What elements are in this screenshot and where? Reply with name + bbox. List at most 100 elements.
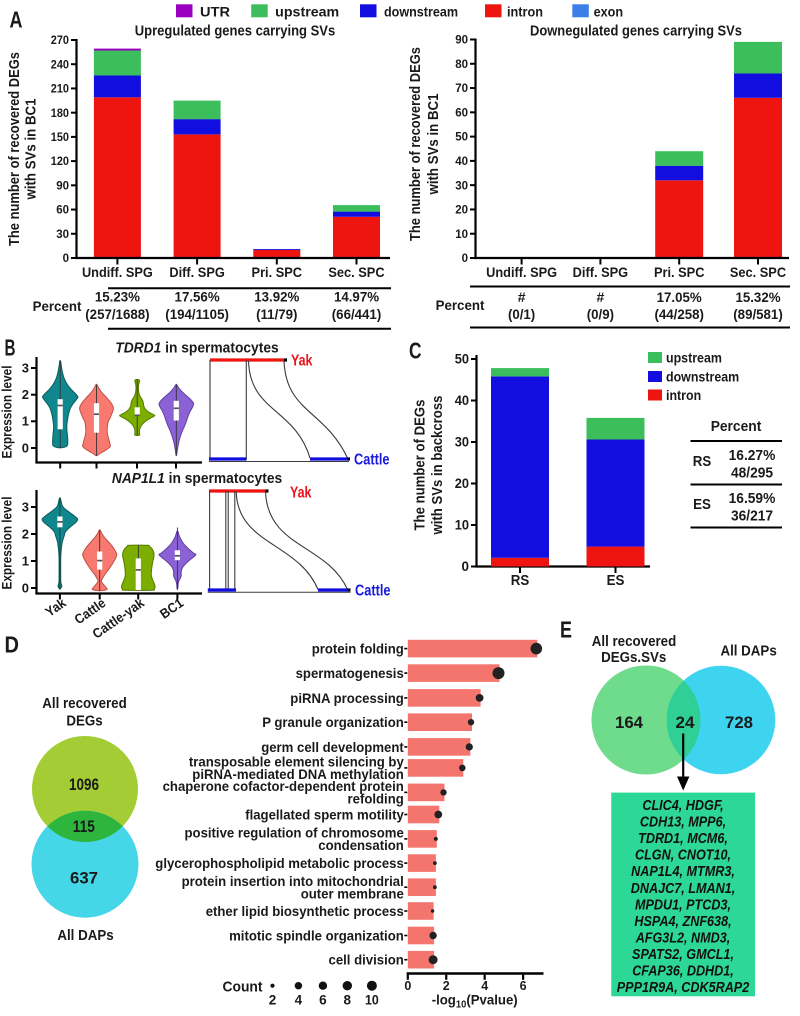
svg-text:DEGs.SVs: DEGs.SVs	[601, 650, 666, 666]
svg-text:70: 70	[455, 83, 468, 95]
svg-text:Yak: Yak	[291, 353, 313, 370]
svg-text:HSPA4, ZNF638,: HSPA4, ZNF638,	[634, 914, 731, 930]
svg-text:CLGN, CNOT10,: CLGN, CNOT10,	[635, 848, 731, 864]
svg-text:SPATS2, GMCL1,: SPATS2, GMCL1,	[632, 947, 734, 963]
svg-text:30: 30	[455, 180, 468, 192]
svg-text:0: 0	[461, 559, 469, 574]
svg-text:All DAPs: All DAPs	[720, 644, 776, 660]
svg-text:48/295: 48/295	[731, 466, 773, 482]
svg-text:mitotic spindle organization: mitotic spindle organization	[229, 927, 404, 943]
svg-text:Undiff. SPG: Undiff. SPG	[486, 264, 557, 280]
svg-text:PPP1R9A, CDK5RAP2: PPP1R9A, CDK5RAP2	[617, 980, 750, 996]
svg-text:4: 4	[481, 979, 488, 993]
svg-text:17.05%: 17.05%	[657, 289, 703, 305]
svg-text:upstream: upstream	[275, 4, 339, 20]
svg-text:0: 0	[22, 440, 29, 455]
svg-text:outer membrane: outer membrane	[301, 885, 404, 901]
svg-text:(194/1105): (194/1105)	[165, 306, 229, 322]
svg-text:NAP1L1 in spermatocytes: NAP1L1 in spermatocytes	[112, 470, 282, 487]
svg-text:(257/1688): (257/1688)	[85, 306, 149, 322]
svg-text:24: 24	[676, 714, 696, 732]
svg-text:40: 40	[455, 393, 469, 408]
svg-text:protein folding: protein folding	[312, 641, 404, 657]
svg-text:1: 1	[22, 553, 29, 568]
svg-text:30: 30	[455, 435, 469, 450]
svg-text:condensation: condensation	[318, 837, 404, 853]
svg-text:CDH13, MPP6,: CDH13, MPP6,	[640, 815, 726, 831]
svg-text:0: 0	[63, 253, 69, 265]
svg-text:with SVs in BC1: with SVs in BC1	[23, 99, 40, 201]
svg-text:CLIC4, HDGF,: CLIC4, HDGF,	[642, 798, 723, 814]
svg-text:20: 20	[455, 476, 469, 491]
svg-text:164: 164	[615, 714, 644, 732]
svg-text:60: 60	[56, 205, 69, 217]
svg-text:0: 0	[462, 253, 468, 265]
svg-text:ES: ES	[693, 497, 711, 513]
svg-text:Percent: Percent	[33, 298, 82, 314]
svg-text:30: 30	[56, 229, 69, 241]
svg-text:Expression level: Expression level	[0, 366, 15, 459]
svg-text:transposable element silencing: transposable element silencing by	[189, 754, 404, 770]
svg-text:All recovered: All recovered	[42, 696, 127, 712]
svg-text:intron: intron	[507, 4, 543, 20]
svg-text:Downegulated genes carrying SV: Downegulated genes carrying SVs	[530, 23, 742, 40]
svg-text:RS: RS	[511, 573, 530, 589]
svg-text:637: 637	[70, 870, 98, 888]
svg-text:4: 4	[295, 993, 303, 1008]
svg-text:DEGs: DEGs	[66, 714, 102, 730]
svg-text:90: 90	[455, 35, 468, 47]
svg-text:glycerophospholipid metabolic: glycerophospholipid metabolic process	[155, 855, 404, 871]
svg-text:#: #	[597, 289, 605, 305]
svg-text:Undiff. SPG: Undiff. SPG	[82, 264, 153, 280]
svg-text:6: 6	[319, 993, 327, 1008]
svg-text:MPDU1, PTCD3,: MPDU1, PTCD3,	[635, 897, 731, 913]
svg-text:refolding: refolding	[348, 791, 404, 807]
svg-text:positive regulation of chromos: positive regulation of chromosome	[185, 825, 404, 841]
svg-text:RS: RS	[693, 454, 712, 470]
svg-text:exon: exon	[594, 4, 624, 20]
svg-text:Expression level: Expression level	[0, 497, 15, 590]
svg-text:A: A	[10, 7, 23, 33]
svg-text:Cattle: Cattle	[355, 583, 391, 600]
svg-text:ether lipid biosynthetic proce: ether lipid biosynthetic process	[206, 903, 404, 919]
svg-text:115: 115	[73, 818, 95, 836]
svg-text:NAP1L4, MTMR3,: NAP1L4, MTMR3,	[631, 864, 735, 880]
svg-text:Sec. SPC: Sec. SPC	[328, 264, 384, 280]
svg-text:spermatogenesis: spermatogenesis	[296, 665, 404, 681]
svg-text:(44/258): (44/258)	[654, 306, 704, 322]
svg-text:UTR: UTR	[200, 4, 230, 20]
svg-text:The number of recovered DEGs: The number of recovered DEGs	[407, 47, 424, 241]
svg-text:2: 2	[22, 526, 29, 541]
svg-text:(0/1): (0/1)	[508, 306, 535, 322]
svg-text:The number of recovered DEGs: The number of recovered DEGs	[6, 52, 23, 246]
svg-text:1096: 1096	[69, 776, 99, 794]
svg-text:15.32%: 15.32%	[735, 289, 781, 305]
svg-text:piRNA processing: piRNA processing	[290, 690, 404, 706]
svg-text:14.97%: 14.97%	[334, 288, 380, 304]
svg-text:(11/79): (11/79)	[256, 306, 297, 322]
svg-text:16.27%: 16.27%	[729, 448, 776, 464]
svg-text:All DAPs: All DAPs	[57, 928, 113, 944]
svg-text:180: 180	[51, 108, 69, 120]
svg-text:TDRD1, MCM6,: TDRD1, MCM6,	[638, 831, 728, 847]
svg-text:(66/441): (66/441)	[332, 306, 382, 322]
svg-text:270: 270	[51, 35, 69, 47]
svg-text:Cattle: Cattle	[354, 452, 390, 469]
svg-text:6: 6	[520, 979, 527, 993]
svg-text:20: 20	[455, 205, 468, 217]
svg-text:intron: intron	[666, 388, 701, 403]
svg-text:protein insertion into mitocho: protein insertion into mitochondrial	[182, 873, 404, 889]
svg-text:piRNA-mediated DNA methylation: piRNA-mediated DNA methylation	[192, 766, 404, 782]
svg-text:80: 80	[455, 59, 468, 71]
svg-text:#: #	[518, 289, 526, 305]
svg-text:C: C	[409, 338, 422, 364]
svg-text:3: 3	[22, 499, 29, 514]
svg-text:728: 728	[725, 714, 753, 732]
svg-text:E: E	[560, 616, 572, 642]
svg-text:D: D	[5, 632, 20, 658]
svg-text:2: 2	[22, 387, 29, 402]
svg-text:Sec. SPC: Sec. SPC	[730, 264, 786, 280]
svg-text:-log10(Pvalue): -log10(Pvalue)	[432, 992, 518, 1011]
svg-text:240: 240	[51, 59, 69, 71]
svg-text:3: 3	[22, 360, 29, 375]
